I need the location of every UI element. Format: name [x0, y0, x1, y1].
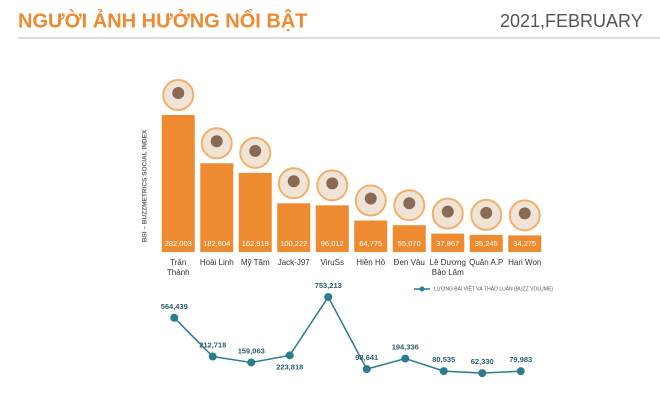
avatar-face	[210, 135, 223, 148]
legend-dot	[419, 286, 425, 292]
bar	[469, 234, 503, 252]
category-label: Hari Won	[508, 258, 542, 267]
point	[362, 365, 371, 374]
bar	[354, 220, 388, 252]
y-axis-label: BSI – BUZZMETRICS SOCIAL INDEX	[142, 129, 149, 242]
bar	[200, 163, 234, 252]
avatar-face	[249, 144, 262, 157]
value-label: 79,983	[509, 355, 532, 364]
value-label: 282,003	[165, 239, 192, 248]
value-label: 80,535	[432, 355, 455, 364]
point	[247, 358, 256, 367]
value-label: 34,275	[513, 239, 536, 248]
value-label: 96,012	[321, 239, 344, 248]
category-label: Lê Dương Bảo Lâm	[429, 258, 466, 277]
value-label: 182,604	[203, 239, 230, 248]
avatar-face	[172, 87, 185, 99]
bar	[431, 233, 465, 252]
value-label: 55,070	[398, 239, 421, 248]
point	[285, 351, 294, 360]
avatar-face	[518, 207, 531, 220]
value-label: 212,718	[199, 341, 226, 350]
bar	[392, 225, 426, 252]
value-label: 62,330	[471, 357, 494, 366]
value-label: 162,919	[242, 239, 269, 248]
bar	[508, 235, 542, 252]
category-label: Hoài Linh	[199, 258, 234, 267]
point	[516, 367, 525, 376]
avatar-face	[441, 205, 454, 218]
point	[401, 354, 410, 363]
value-label: 564,439	[161, 302, 188, 311]
category-label: Đen Vâu	[393, 258, 425, 267]
point	[208, 352, 217, 361]
value-label: 64,775	[359, 239, 382, 248]
value-label: 37,867	[436, 239, 459, 248]
avatar-face	[364, 192, 377, 205]
value-label: 223,818	[276, 362, 303, 371]
category-label: Quân A.P	[469, 258, 504, 267]
value-label: 98,641	[355, 353, 378, 362]
value-label: 753,213	[315, 281, 342, 290]
bar	[277, 203, 311, 252]
value-label: 194,336	[392, 343, 419, 352]
date: 2021,FEBRUARY	[500, 11, 643, 31]
value-label: 159,063	[238, 346, 265, 355]
category-label: Trấn Thành	[166, 258, 190, 277]
bar	[315, 205, 349, 252]
point	[324, 293, 333, 301]
bar	[238, 172, 272, 252]
avatar-face	[403, 197, 416, 210]
category-label: Hiền Hồ	[356, 258, 386, 267]
category-label: Jack-J97	[277, 258, 310, 267]
point	[439, 367, 448, 376]
title: NGƯỜI ẢNH HƯỞNG NỔI BẬT	[18, 8, 308, 32]
point	[478, 369, 487, 378]
category-label: ViruSs	[320, 258, 344, 267]
avatar-face	[287, 175, 300, 188]
legend-label: LƯỢNG BÀI VIẾT VÀ THẢO LUẬN (BUZZ VOLUME…	[434, 285, 553, 292]
category-label: Mỹ Tâm	[240, 258, 270, 267]
bar	[161, 115, 195, 252]
value-label: 100,222	[280, 239, 307, 248]
avatar-face	[326, 177, 339, 190]
avatar-face	[480, 206, 493, 219]
point	[170, 313, 179, 322]
value-label: 35,245	[475, 239, 498, 248]
line	[173, 295, 521, 374]
